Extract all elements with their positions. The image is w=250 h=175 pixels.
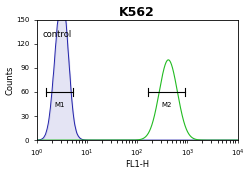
Y-axis label: Counts: Counts (6, 65, 15, 95)
Title: K562: K562 (119, 6, 155, 19)
Text: control: control (43, 30, 72, 39)
X-axis label: FL1-H: FL1-H (125, 160, 149, 169)
Text: M2: M2 (162, 102, 172, 108)
Text: M1: M1 (54, 102, 65, 108)
